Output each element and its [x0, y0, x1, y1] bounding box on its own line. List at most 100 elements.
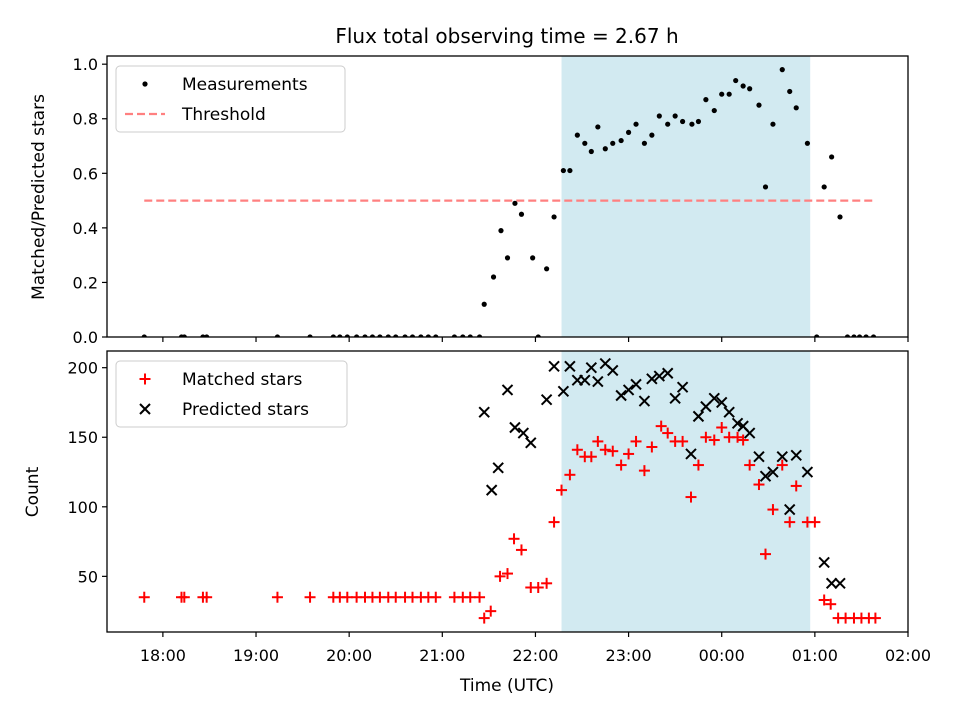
chart-title: Flux total observing time = 2.67 h	[335, 24, 678, 48]
measurement-point	[498, 228, 504, 234]
predicted-star-marker	[630, 378, 642, 391]
predicted-star-marker	[557, 385, 570, 398]
measurement-point	[574, 132, 580, 138]
matched-star-marker	[790, 480, 802, 492]
predicted-star-marker	[825, 577, 838, 590]
y-tick-label: 50	[78, 567, 98, 586]
predicted-star-marker	[834, 577, 846, 590]
matched-star-marker	[615, 459, 627, 471]
matched-star-marker	[494, 570, 506, 582]
matched-star-marker	[532, 581, 544, 593]
measurement-point	[695, 118, 702, 125]
measurement-point	[649, 132, 655, 138]
measurement-point	[804, 140, 811, 146]
predicted-star-marker	[743, 427, 756, 439]
x-axis-label: Time (UTC)	[459, 676, 554, 696]
predicted-star-marker	[653, 370, 666, 382]
measurement-point	[656, 113, 662, 119]
measurement-point	[719, 91, 725, 97]
measurement-point	[756, 102, 762, 108]
matched-star-marker	[607, 445, 619, 457]
matched-star-marker	[478, 612, 490, 624]
matched-star-marker	[737, 434, 749, 446]
predicted-star-marker	[579, 374, 591, 386]
axes-frame	[106, 55, 909, 338]
measurement-point	[740, 83, 746, 89]
legend-label: Predicted stars	[182, 400, 309, 420]
predicted-star-marker	[669, 392, 681, 405]
matched-star-marker	[767, 504, 779, 516]
predicted-star-marker	[692, 410, 705, 423]
legend-box	[115, 360, 348, 428]
legend: Measurements Threshold	[115, 65, 346, 133]
measurement-point	[481, 301, 487, 307]
y-tick-label: 100	[67, 498, 98, 517]
predicted-star-marker	[478, 406, 490, 418]
x-tick-label: 23:00	[606, 646, 652, 665]
matched-star-marker	[178, 591, 190, 603]
matched-star-marker	[818, 594, 830, 606]
y-tick-label: 1.0	[73, 55, 98, 74]
measurement-point	[567, 167, 573, 174]
matched-star-marker	[564, 469, 576, 481]
matched-star-marker	[809, 516, 821, 528]
measurement-point	[680, 118, 686, 125]
predicted-star-marker	[646, 373, 658, 385]
measurement-point	[711, 107, 717, 114]
predicted-star-marker	[759, 470, 772, 482]
measurement-point	[726, 91, 732, 97]
predicted-star-marker	[700, 400, 712, 413]
matched-star-marker	[784, 516, 796, 528]
measurement-point	[793, 105, 799, 111]
measurement-point	[837, 214, 843, 220]
legend-box	[115, 65, 346, 133]
measurement-point	[762, 184, 769, 190]
predicted-star-marker	[801, 466, 814, 478]
matched-star-marker	[732, 431, 744, 443]
measurement-point	[504, 255, 511, 261]
predicted-star-marker	[790, 449, 802, 462]
measurement-point	[672, 113, 678, 119]
matched-star-marker	[776, 459, 788, 471]
matched-star-marker	[677, 435, 689, 447]
y-tick-label: 0.8	[73, 110, 98, 129]
measurement-point	[829, 154, 835, 160]
measurement-point	[665, 121, 671, 127]
measurement-point	[689, 121, 695, 127]
matched-star-marker	[515, 544, 527, 556]
matched-star-marker	[744, 459, 756, 471]
measurement-point	[821, 184, 827, 190]
matched-star-marker	[700, 431, 712, 443]
x-tick-label: 22:00	[512, 646, 558, 665]
predicted-star-marker	[540, 393, 553, 406]
predicted-star-marker	[685, 448, 697, 460]
matched-star-marker	[599, 444, 611, 456]
matched-star-marker	[271, 591, 283, 603]
predicted-star-marker	[592, 375, 604, 388]
predicted-star-marker	[723, 406, 735, 418]
matched-star-marker	[556, 484, 568, 496]
y-tick-label: 150	[67, 428, 98, 447]
measurement-point	[747, 86, 753, 92]
matched-star-marker	[585, 451, 597, 463]
measurement-point	[582, 140, 588, 146]
matched-star-marker	[662, 427, 674, 439]
matched-star-marker	[390, 591, 402, 603]
matched-star-marker	[508, 533, 520, 545]
matched-star-marker	[630, 435, 642, 447]
measurement-point	[544, 266, 550, 272]
x-tick-label: 20:00	[326, 646, 372, 665]
legend-label: Measurements	[182, 75, 308, 95]
matched-star-marker	[708, 434, 720, 446]
matched-star-marker	[464, 591, 476, 603]
matched-star-marker	[341, 591, 353, 603]
x-tick-label: 19:00	[233, 646, 279, 665]
predicted-star-marker	[492, 462, 504, 474]
predicted-star-marker	[622, 384, 635, 396]
y-tick-label: 0.4	[73, 219, 98, 238]
matched-star-marker	[592, 435, 604, 447]
predicted-star-marker	[716, 396, 728, 409]
y-tick-label: 200	[67, 359, 98, 378]
observing-window-span	[561, 56, 811, 337]
